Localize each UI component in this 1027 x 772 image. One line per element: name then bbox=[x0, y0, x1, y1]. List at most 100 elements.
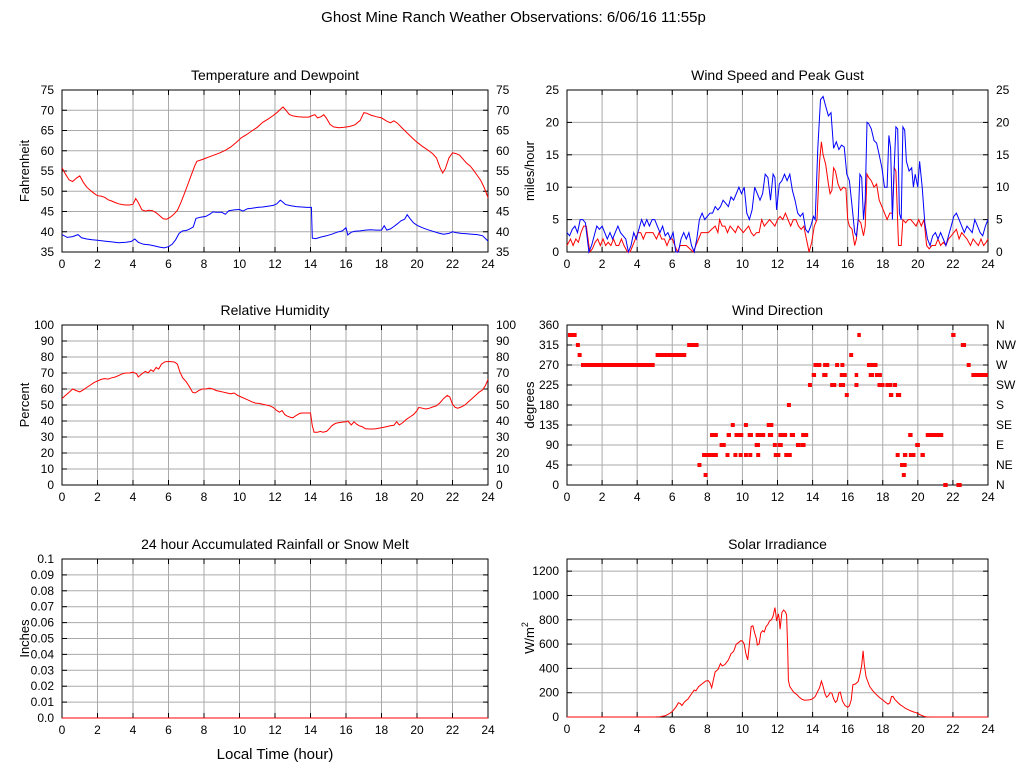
x-tick-label: 0 bbox=[59, 490, 66, 504]
y-tick-label: 0.01 bbox=[31, 695, 55, 709]
y-tick-label: 75 bbox=[41, 83, 55, 97]
x-tick-label: 16 bbox=[841, 490, 855, 504]
x-tick-label: 14 bbox=[304, 490, 318, 504]
x-tick-label: 16 bbox=[339, 723, 353, 737]
y-tick-label: 20 bbox=[546, 115, 560, 129]
y-tick-label-right: 60 bbox=[496, 382, 510, 396]
relative-humidity-humidity-line bbox=[61, 360, 489, 433]
x-tick-label: 8 bbox=[704, 722, 711, 736]
x-tick-label: 22 bbox=[946, 490, 960, 504]
y-tick-label-right: 35 bbox=[496, 245, 510, 259]
y-tick-label: 60 bbox=[41, 382, 55, 396]
x-tick-label: 24 bbox=[481, 723, 495, 737]
x-tick-label: 16 bbox=[339, 490, 353, 504]
wind-direction-dot bbox=[577, 353, 582, 357]
y-tick-label-right: 45 bbox=[496, 205, 510, 219]
compass-label: N bbox=[996, 318, 1005, 332]
y-tick-label: 315 bbox=[539, 338, 559, 352]
y-tick-label: 55 bbox=[41, 164, 55, 178]
y-tick-label: 35 bbox=[41, 245, 55, 259]
wind-direction-dot bbox=[766, 423, 771, 427]
y-tick-label: 70 bbox=[41, 366, 55, 380]
x-tick-label: 0 bbox=[564, 257, 571, 271]
y-tick-label: 90 bbox=[546, 438, 560, 452]
wind-speed-gust-y-axis-title: miles/hour bbox=[522, 140, 537, 201]
y-tick-label-right: 40 bbox=[496, 225, 510, 239]
temperature-dewpoint-y-axis-title: Fahrenheit bbox=[17, 140, 32, 203]
y-tick-label: 0.02 bbox=[31, 679, 55, 693]
wind-speed-gust-wind-speed-line bbox=[566, 141, 989, 254]
y-tick-label: 5 bbox=[552, 213, 559, 227]
x-tick-label: 24 bbox=[981, 490, 995, 504]
x-tick-label: 4 bbox=[634, 490, 641, 504]
wind-direction-dot bbox=[776, 453, 781, 457]
y-tick-label-right: 0 bbox=[996, 245, 1003, 259]
wind-direction-dot bbox=[786, 403, 791, 407]
x-tick-label: 2 bbox=[599, 257, 606, 271]
y-tick-label: 0.08 bbox=[31, 584, 55, 598]
y-tick-label-right: 5 bbox=[996, 213, 1003, 227]
x-tick-label: 14 bbox=[304, 723, 318, 737]
y-tick-label-right: 10 bbox=[996, 180, 1010, 194]
x-tick-label: 4 bbox=[130, 257, 137, 271]
wind-direction-dot bbox=[756, 453, 761, 457]
wind-direction-dot bbox=[849, 353, 854, 357]
y-tick-label: 800 bbox=[539, 613, 559, 627]
y-tick-label-right: 50 bbox=[496, 398, 510, 412]
y-tick-label: 15 bbox=[546, 148, 560, 162]
x-tick-label: 24 bbox=[981, 722, 995, 736]
x-tick-label: 4 bbox=[634, 257, 641, 271]
y-tick-label: 40 bbox=[41, 225, 55, 239]
x-tick-label: 12 bbox=[268, 723, 282, 737]
x-tick-label: 18 bbox=[375, 490, 389, 504]
x-tick-label: 24 bbox=[481, 257, 495, 271]
compass-label: NW bbox=[996, 338, 1017, 352]
y-tick-label: 135 bbox=[539, 418, 559, 432]
compass-label: W bbox=[996, 358, 1008, 372]
y-tick-label: 0.03 bbox=[31, 663, 55, 677]
x-tick-label: 14 bbox=[806, 257, 820, 271]
x-tick-label: 12 bbox=[268, 257, 282, 271]
x-tick-label: 22 bbox=[446, 490, 460, 504]
y-tick-label: 1000 bbox=[532, 588, 559, 602]
y-tick-label: 0.09 bbox=[31, 568, 55, 582]
wind-direction-dot bbox=[697, 463, 702, 467]
x-tick-label: 6 bbox=[165, 490, 172, 504]
x-tick-label: 12 bbox=[771, 490, 785, 504]
y-tick-label: 270 bbox=[539, 358, 559, 372]
wind-direction-dot bbox=[730, 423, 735, 427]
wind-direction-dot bbox=[784, 453, 789, 457]
x-tick-label: 8 bbox=[201, 257, 208, 271]
wind-speed-gust-peak-gust-line bbox=[566, 95, 989, 254]
x-tick-label: 20 bbox=[911, 490, 925, 504]
y-tick-label: 200 bbox=[539, 686, 559, 700]
compass-label: N bbox=[996, 478, 1005, 492]
y-tick-label: 1200 bbox=[532, 564, 559, 578]
y-tick-label: 100 bbox=[34, 318, 54, 332]
rainfall-title: 24 hour Accumulated Rainfall or Snow Mel… bbox=[141, 536, 409, 552]
y-tick-label-right: 55 bbox=[496, 164, 510, 178]
x-tick-label: 0 bbox=[564, 490, 571, 504]
y-tick-label: 400 bbox=[539, 661, 559, 675]
x-tick-label: 10 bbox=[233, 490, 247, 504]
wind-direction-dot bbox=[787, 453, 792, 457]
y-tick-label-right: 65 bbox=[496, 124, 510, 138]
x-tick-label: 10 bbox=[233, 257, 247, 271]
y-tick-label: 0 bbox=[47, 478, 54, 492]
y-tick-label-right: 10 bbox=[496, 462, 510, 476]
wind-speed-gust-title: Wind Speed and Peak Gust bbox=[691, 67, 864, 83]
y-tick-label-right: 60 bbox=[496, 144, 510, 158]
y-tick-label: 360 bbox=[539, 318, 559, 332]
solar-irradiance-chart: 0 2 4 6 8 10 12 14 16 18 20 22 240200400600800100012… bbox=[520, 536, 995, 736]
wind-direction-dot bbox=[773, 453, 778, 457]
x-tick-label: 18 bbox=[375, 257, 389, 271]
y-tick-label-right: 90 bbox=[496, 334, 510, 348]
y-tick-label-right: 20 bbox=[996, 115, 1010, 129]
x-tick-label: 18 bbox=[876, 722, 890, 736]
y-tick-label: 0.0 bbox=[37, 711, 54, 725]
y-tick-label: 0.04 bbox=[31, 647, 55, 661]
x-tick-label: 20 bbox=[911, 257, 925, 271]
